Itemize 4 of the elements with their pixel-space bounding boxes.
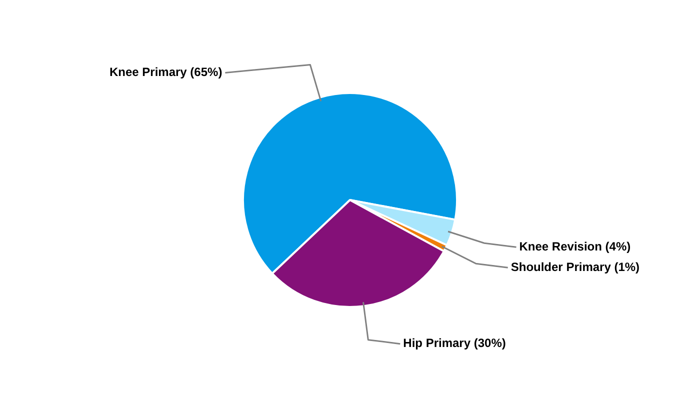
slice-label: Hip Primary (30%) xyxy=(403,336,506,350)
slice-label: Knee Primary (65%) xyxy=(109,65,222,80)
slice-label: Knee Revision (4%) xyxy=(519,239,631,254)
slice-label: Shoulder Primary (1%) xyxy=(510,260,640,274)
